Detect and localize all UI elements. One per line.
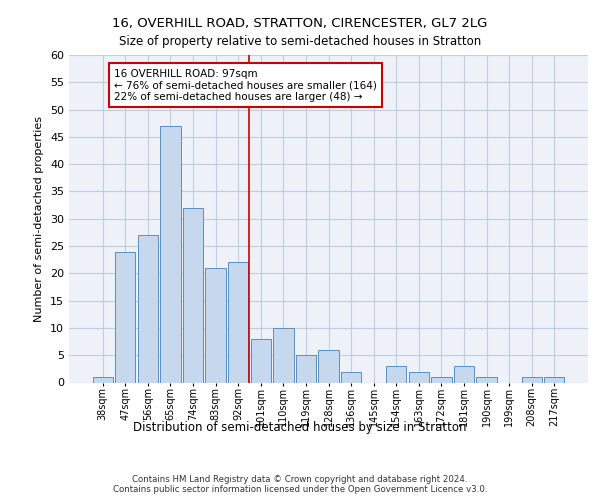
Bar: [319, 350, 338, 382]
Bar: [115, 252, 136, 382]
Text: Distribution of semi-detached houses by size in Stratton: Distribution of semi-detached houses by …: [133, 421, 467, 434]
Bar: [138, 235, 158, 382]
Bar: [251, 339, 271, 382]
Bar: [205, 268, 226, 382]
Bar: [228, 262, 248, 382]
Text: 16 OVERHILL ROAD: 97sqm
← 76% of semi-detached houses are smaller (164)
22% of s: 16 OVERHILL ROAD: 97sqm ← 76% of semi-de…: [114, 68, 377, 102]
Bar: [521, 377, 542, 382]
Text: Size of property relative to semi-detached houses in Stratton: Size of property relative to semi-detach…: [119, 35, 481, 48]
Bar: [544, 377, 565, 382]
Bar: [409, 372, 429, 382]
Bar: [386, 366, 406, 382]
Bar: [476, 377, 497, 382]
Bar: [296, 355, 316, 382]
Y-axis label: Number of semi-detached properties: Number of semi-detached properties: [34, 116, 44, 322]
Text: 16, OVERHILL ROAD, STRATTON, CIRENCESTER, GL7 2LG: 16, OVERHILL ROAD, STRATTON, CIRENCESTER…: [112, 18, 488, 30]
Bar: [160, 126, 181, 382]
Text: Contains HM Land Registry data © Crown copyright and database right 2024.
Contai: Contains HM Land Registry data © Crown c…: [113, 474, 487, 494]
Bar: [341, 372, 361, 382]
Bar: [273, 328, 293, 382]
Bar: [183, 208, 203, 382]
Bar: [431, 377, 452, 382]
Bar: [92, 377, 113, 382]
Bar: [454, 366, 474, 382]
